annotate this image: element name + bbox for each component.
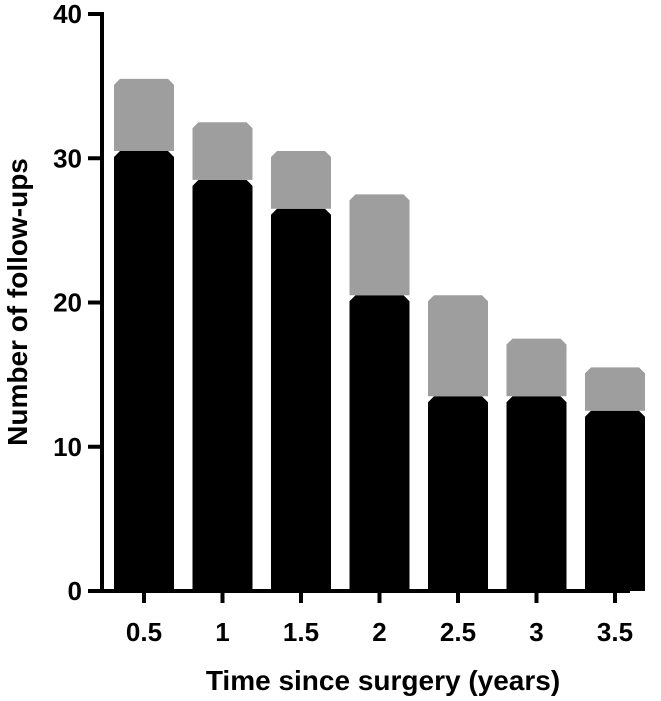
x-tick-label-1: 1 xyxy=(215,617,229,647)
bar-segment-upper-2 xyxy=(349,194,410,296)
bar-segment-lower-2 xyxy=(349,295,410,591)
bar-segment-upper-1 xyxy=(192,122,253,180)
bar-segment-lower-3.5 xyxy=(585,410,645,591)
x-tick-label-2: 2 xyxy=(372,617,386,647)
y-axis: 0 10 20 30 40 xyxy=(53,0,104,606)
bar-segment-upper-2.5 xyxy=(428,295,488,397)
y-tick-label-0: 0 xyxy=(68,576,82,606)
x-tick-label-1.5: 1.5 xyxy=(283,617,319,647)
bar-segment-upper-1.5 xyxy=(271,151,331,209)
bar-segment-upper-3.5 xyxy=(585,367,645,411)
y-tick-label-40: 40 xyxy=(53,0,82,29)
bar-segment-upper-0.5 xyxy=(114,78,174,152)
x-tick-label-2.5: 2.5 xyxy=(440,617,476,647)
bars-group xyxy=(114,78,645,592)
y-tick-label-10: 10 xyxy=(53,432,82,462)
x-tick-label-3.5: 3.5 xyxy=(597,617,633,647)
x-tick-label-3: 3 xyxy=(529,617,543,647)
x-tick-label-0.5: 0.5 xyxy=(126,617,162,647)
y-axis-title: Number of follow-ups xyxy=(2,158,33,446)
y-tick-label-30: 30 xyxy=(53,143,82,173)
bar-segment-upper-3 xyxy=(506,338,567,397)
x-axis-title: Time since surgery (years) xyxy=(206,665,560,696)
bar-segment-lower-3 xyxy=(506,396,567,591)
bar-segment-lower-1 xyxy=(192,179,253,591)
bar-segment-lower-1.5 xyxy=(271,208,331,592)
bar-segment-lower-0.5 xyxy=(114,151,174,591)
bar-segment-lower-2.5 xyxy=(428,396,488,591)
x-axis: 0.5 1 1.5 2 2.5 3 3.5 xyxy=(100,589,633,647)
y-tick-label-20: 20 xyxy=(53,288,82,318)
